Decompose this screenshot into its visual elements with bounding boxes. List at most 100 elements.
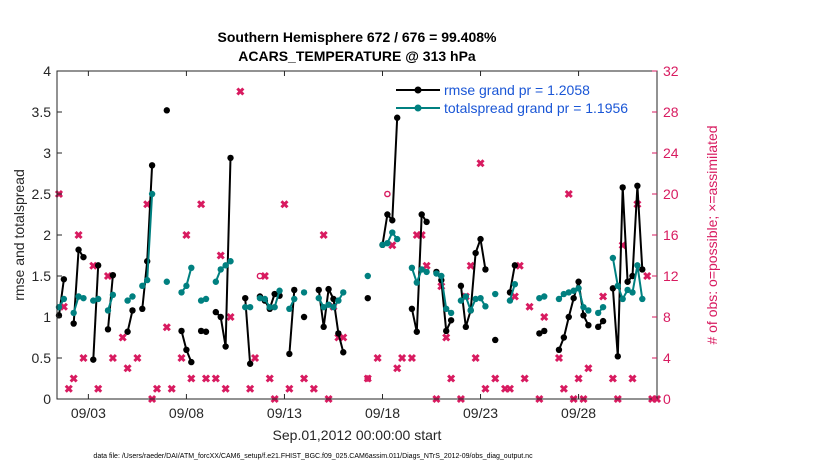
totalspread-point	[266, 303, 273, 311]
rmse-point	[536, 330, 543, 337]
obs-assimilated-marker	[643, 271, 652, 281]
totalspread-point	[104, 307, 112, 314]
obs-assimilated-stroke	[260, 271, 269, 281]
rmse-point	[242, 294, 249, 302]
totalspread-point	[70, 309, 77, 317]
obs-assimilated-stroke	[221, 384, 230, 393]
rmse-point	[60, 276, 68, 283]
rmse-point	[291, 286, 298, 294]
obs-assimilated-stroke	[74, 230, 83, 240]
totalspread-point	[447, 309, 455, 317]
rmse-point	[457, 282, 465, 290]
rmse-point	[124, 328, 131, 335]
rmse-point	[418, 211, 425, 218]
obs-assimilated-stroke	[525, 302, 534, 311]
obs-assimilated-marker	[197, 200, 206, 209]
obs-assimilated-stroke	[491, 374, 500, 383]
totalspread-point	[163, 278, 171, 285]
y-tick-label: 2	[43, 227, 51, 243]
obs-assimilated-marker	[236, 87, 245, 96]
obs-assimilated-marker	[540, 312, 549, 322]
rmse-point	[599, 317, 607, 325]
obs-assimilated-stroke	[265, 374, 274, 383]
rmse-point	[202, 328, 210, 335]
rmse-point	[384, 211, 391, 218]
rmse-point	[462, 323, 470, 331]
obs-assimilated-stroke	[564, 189, 573, 199]
rmse-point	[511, 262, 519, 269]
obs-assimilated-marker	[559, 384, 568, 393]
totalspread-point	[418, 266, 425, 273]
y-right-tick-label: 24	[663, 145, 679, 161]
rmse-point	[148, 162, 156, 169]
obs-assimilated-marker	[491, 374, 500, 383]
totalspread-point	[291, 295, 298, 303]
totalspread-point	[246, 303, 254, 311]
totalspread-point	[413, 279, 421, 286]
rmse-point	[565, 313, 572, 321]
totalspread-point	[75, 293, 82, 300]
rmse-point	[364, 294, 371, 302]
totalspread-point	[541, 293, 548, 300]
rmse-point	[75, 246, 82, 253]
totalspread-point	[188, 264, 195, 271]
obs-assimilated-marker	[510, 292, 519, 301]
obs-assimilated-stroke	[339, 333, 348, 342]
obs-assimilated-stroke	[118, 333, 127, 342]
rmse-point	[129, 307, 136, 314]
rmse-point	[477, 235, 484, 243]
obs-assimilated-marker	[471, 353, 480, 363]
totalspread-point	[148, 190, 156, 198]
obs-assimilated-marker	[285, 384, 294, 393]
totalspread-point	[335, 297, 342, 304]
rmse-point	[271, 290, 278, 298]
obs-possible-marker	[384, 190, 391, 198]
totalspread-point	[340, 289, 347, 296]
obs-assimilated-stroke	[152, 384, 162, 393]
obs-assimilated-stroke	[554, 353, 564, 363]
totalspread-point	[482, 303, 489, 310]
rmse-line-segment	[92, 265, 100, 360]
totalspread-point	[60, 295, 68, 303]
y-right-tick-label: 16	[663, 227, 679, 243]
obs-assimilated-marker	[177, 353, 186, 363]
rmse-point	[555, 346, 563, 353]
obs-assimilated-stroke	[442, 333, 451, 342]
rmse-point	[183, 346, 190, 353]
rmse-point	[619, 184, 626, 191]
y-tick-label: 2.5	[32, 186, 52, 202]
rmse-line-segment	[459, 238, 487, 328]
obs-assimilated-marker	[246, 384, 255, 393]
obs-assimilated-stroke	[226, 312, 235, 322]
obs-assimilated-stroke	[574, 374, 583, 383]
totalspread-point	[320, 303, 327, 311]
chart-subtitle: ACARS_TEMPERATURE @ 313 hPa	[238, 48, 476, 64]
rmse-point	[246, 360, 254, 367]
totalspread-point	[472, 295, 479, 303]
obs-assimilated-stroke	[608, 374, 617, 383]
y-tick-label: 3.5	[32, 104, 52, 120]
rmse-point	[330, 295, 337, 303]
y-right-axis-label: # of obs: o=possible; ×=assimilated	[704, 125, 720, 344]
rmse-point	[629, 272, 636, 280]
obs-assimilated-stroke	[182, 230, 191, 240]
legend-rmse-marker	[414, 86, 422, 94]
totalspread-point	[639, 295, 646, 303]
totalspread-point	[594, 309, 602, 317]
obs-assimilated-stroke	[201, 374, 211, 383]
x-axis-label: Sep.01,2012 00:00:00 start	[273, 427, 442, 443]
totalspread-point	[506, 297, 514, 304]
x-tick-label: 09/23	[463, 405, 498, 421]
obs-assimilated-stroke	[162, 323, 171, 332]
totalspread-point	[570, 287, 577, 294]
totalspread-point	[408, 264, 416, 271]
rmse-point	[585, 322, 592, 329]
obs-possible-marker	[256, 272, 264, 280]
totalspread-point	[438, 272, 445, 280]
rmse-point	[639, 266, 646, 273]
obs-assimilated-marker	[564, 189, 573, 199]
rmse-point	[104, 326, 112, 333]
rmse-line-segment	[215, 157, 232, 348]
totalspread-point	[423, 268, 430, 276]
rmse-point	[70, 320, 77, 327]
